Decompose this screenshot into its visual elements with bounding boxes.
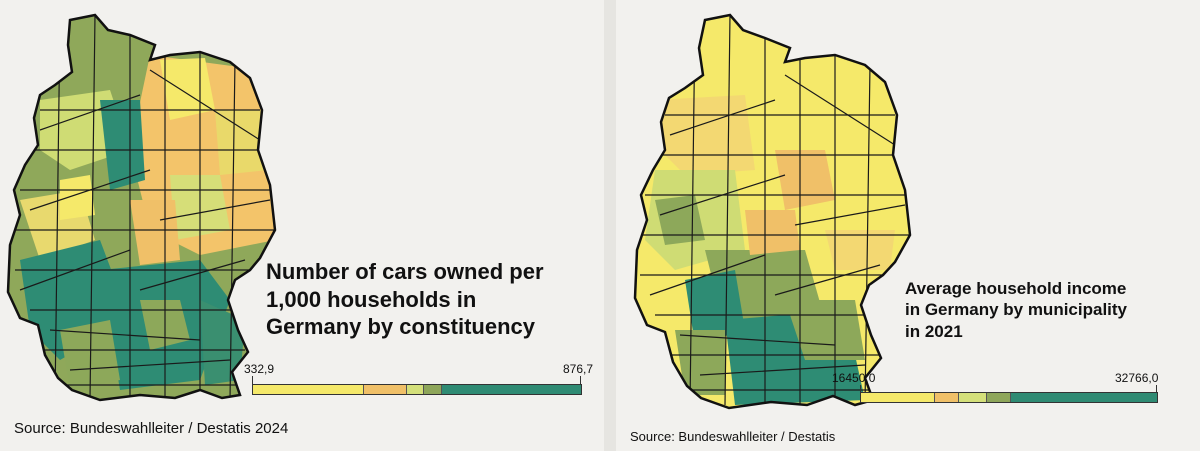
germany-income-map: [633, 13, 912, 410]
right-map-title: Average household income in Germany by m…: [905, 279, 1128, 341]
left-scale-min-tick: [252, 376, 253, 384]
left-source-caption: Source: Bundeswahlleiter / Destatis 2024: [14, 420, 289, 437]
left-scale-segment-olive: [424, 385, 442, 394]
left-scale-segment-light-green: [407, 385, 425, 394]
germany-cars-map: [6, 13, 277, 402]
left-map-title: Number of cars owned per 1,000 household…: [266, 259, 544, 339]
right-scale-max-label: 32766,0: [1115, 371, 1159, 385]
left-scale-segment-orange: [364, 385, 408, 394]
right-scale-segment-orange: [935, 393, 960, 402]
right-scale-max-tick: [1156, 385, 1157, 393]
right-scale-min-label: 16450,0: [832, 371, 876, 385]
left-scale-max-tick: [580, 376, 581, 384]
left-color-scale-bar: [252, 384, 582, 395]
left-scale-min-label: 332,9: [244, 362, 275, 376]
right-scale-min-tick: [860, 385, 861, 393]
left-scale-segment-dark-green: [441, 385, 581, 394]
panel-divider: [604, 0, 616, 451]
left-scale-max-label: 876,7: [563, 362, 594, 376]
left-scale-segment-yellow: [253, 385, 365, 394]
right-color-scale-bar: [860, 392, 1158, 403]
right-scale-segment-yellow: [861, 393, 935, 402]
right-scale-segment-light-green: [959, 393, 987, 402]
right-source-caption: Source: Bundeswahlleiter / Destatis: [630, 429, 836, 444]
right-scale-segment-olive: [986, 393, 1011, 402]
right-scale-segment-dark-green: [1010, 393, 1157, 402]
